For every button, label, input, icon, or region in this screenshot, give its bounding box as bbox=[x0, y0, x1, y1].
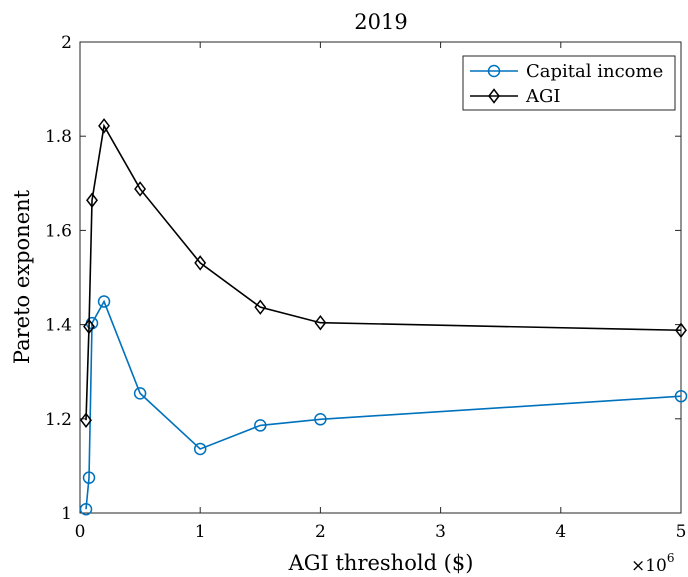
x-tick-label: 4 bbox=[555, 522, 566, 542]
series-line bbox=[85, 299, 682, 510]
y-tick-label: 2 bbox=[61, 33, 72, 53]
x-tick-label: 3 bbox=[435, 522, 446, 542]
series-group bbox=[79, 118, 688, 516]
data-point bbox=[97, 295, 111, 308]
y-tick-label: 1 bbox=[61, 504, 72, 524]
data-point bbox=[194, 255, 207, 271]
y-tick-label: 1.4 bbox=[45, 316, 72, 336]
plot-area bbox=[79, 41, 682, 514]
y-tick-label: 1.2 bbox=[45, 410, 72, 430]
legend-label: AGI bbox=[525, 86, 561, 107]
legend-box bbox=[462, 55, 676, 111]
series-circle bbox=[79, 295, 688, 516]
data-point bbox=[86, 192, 98, 208]
legend-marker bbox=[488, 88, 500, 104]
y-tick-label: 1.8 bbox=[45, 127, 72, 147]
x-axis-label: AGI threshold ($) bbox=[288, 551, 474, 575]
data-point bbox=[82, 471, 96, 484]
data-point bbox=[314, 314, 327, 331]
legend-marker bbox=[487, 64, 501, 78]
x-axis-multiplier: ×106 bbox=[631, 551, 675, 576]
series-diamond bbox=[80, 118, 687, 428]
x-tick-label: 0 bbox=[75, 522, 86, 542]
x-axis: 0 1 2 3 4 5 bbox=[75, 42, 687, 542]
data-point bbox=[314, 413, 327, 426]
data-point bbox=[98, 118, 110, 134]
data-point bbox=[254, 419, 267, 432]
legend-label: Capital income bbox=[526, 61, 663, 82]
data-point bbox=[193, 442, 207, 456]
data-point bbox=[675, 322, 687, 338]
series-line bbox=[85, 123, 682, 421]
data-point bbox=[674, 389, 688, 403]
y-tick-label: 1.6 bbox=[45, 221, 72, 241]
data-point bbox=[83, 318, 95, 335]
data-point bbox=[79, 502, 93, 516]
data-point bbox=[133, 387, 147, 400]
x-tick-label: 2 bbox=[315, 522, 326, 542]
data-point bbox=[254, 299, 267, 315]
x-tick-label: 1 bbox=[195, 522, 206, 542]
legend: Capital income AGI bbox=[462, 55, 676, 111]
chart-title: 2019 bbox=[354, 10, 407, 34]
data-point bbox=[134, 181, 147, 197]
data-point bbox=[80, 412, 92, 428]
y-axis: 1 1.2 1.4 1.6 1.8 2 bbox=[45, 33, 681, 524]
x-tick-label: 5 bbox=[676, 522, 687, 542]
y-axis-label: Pareto exponent bbox=[10, 189, 34, 364]
